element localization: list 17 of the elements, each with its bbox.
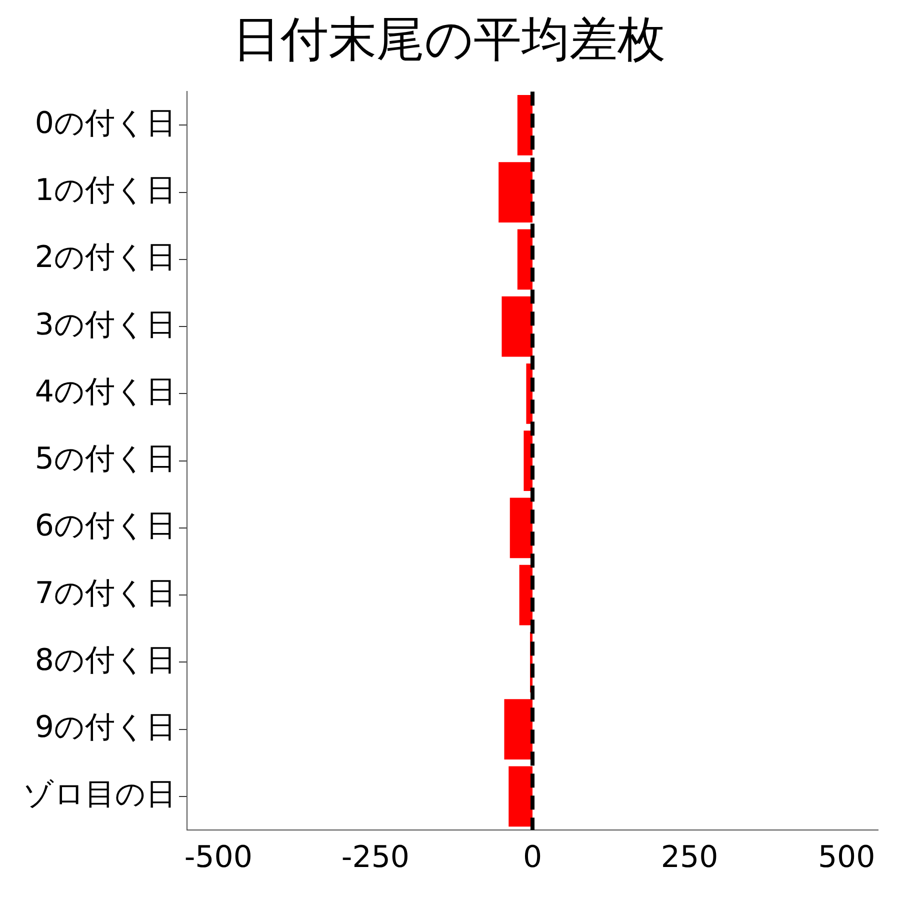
chart-title: 日付末尾の平均差枚 [232, 11, 666, 68]
y-tick-label: 1の付く日 [34, 173, 176, 208]
x-tick-label: -250 [341, 840, 410, 875]
y-tick-label: 9の付く日 [34, 710, 176, 746]
y-tick-label: ゾロ目の日 [23, 777, 176, 812]
y-tick-label: 7の付く日 [34, 576, 176, 611]
x-tick-label: -500 [184, 840, 252, 875]
y-tick-label: 0の付く日 [34, 106, 176, 141]
y-tick-label: 6の付く日 [34, 508, 176, 544]
y-tick-label: 5の付く日 [34, 442, 176, 477]
x-tick-label: 250 [660, 840, 718, 875]
y-tick-label: 2の付く日 [34, 240, 176, 276]
y-tick-label: 8の付く日 [34, 642, 176, 678]
x-tick-label: 500 [818, 840, 876, 875]
y-tick-label: 3の付く日 [34, 307, 176, 342]
x-tick-label: 0 [522, 840, 542, 875]
y-tick-label: 4の付く日 [34, 374, 176, 410]
